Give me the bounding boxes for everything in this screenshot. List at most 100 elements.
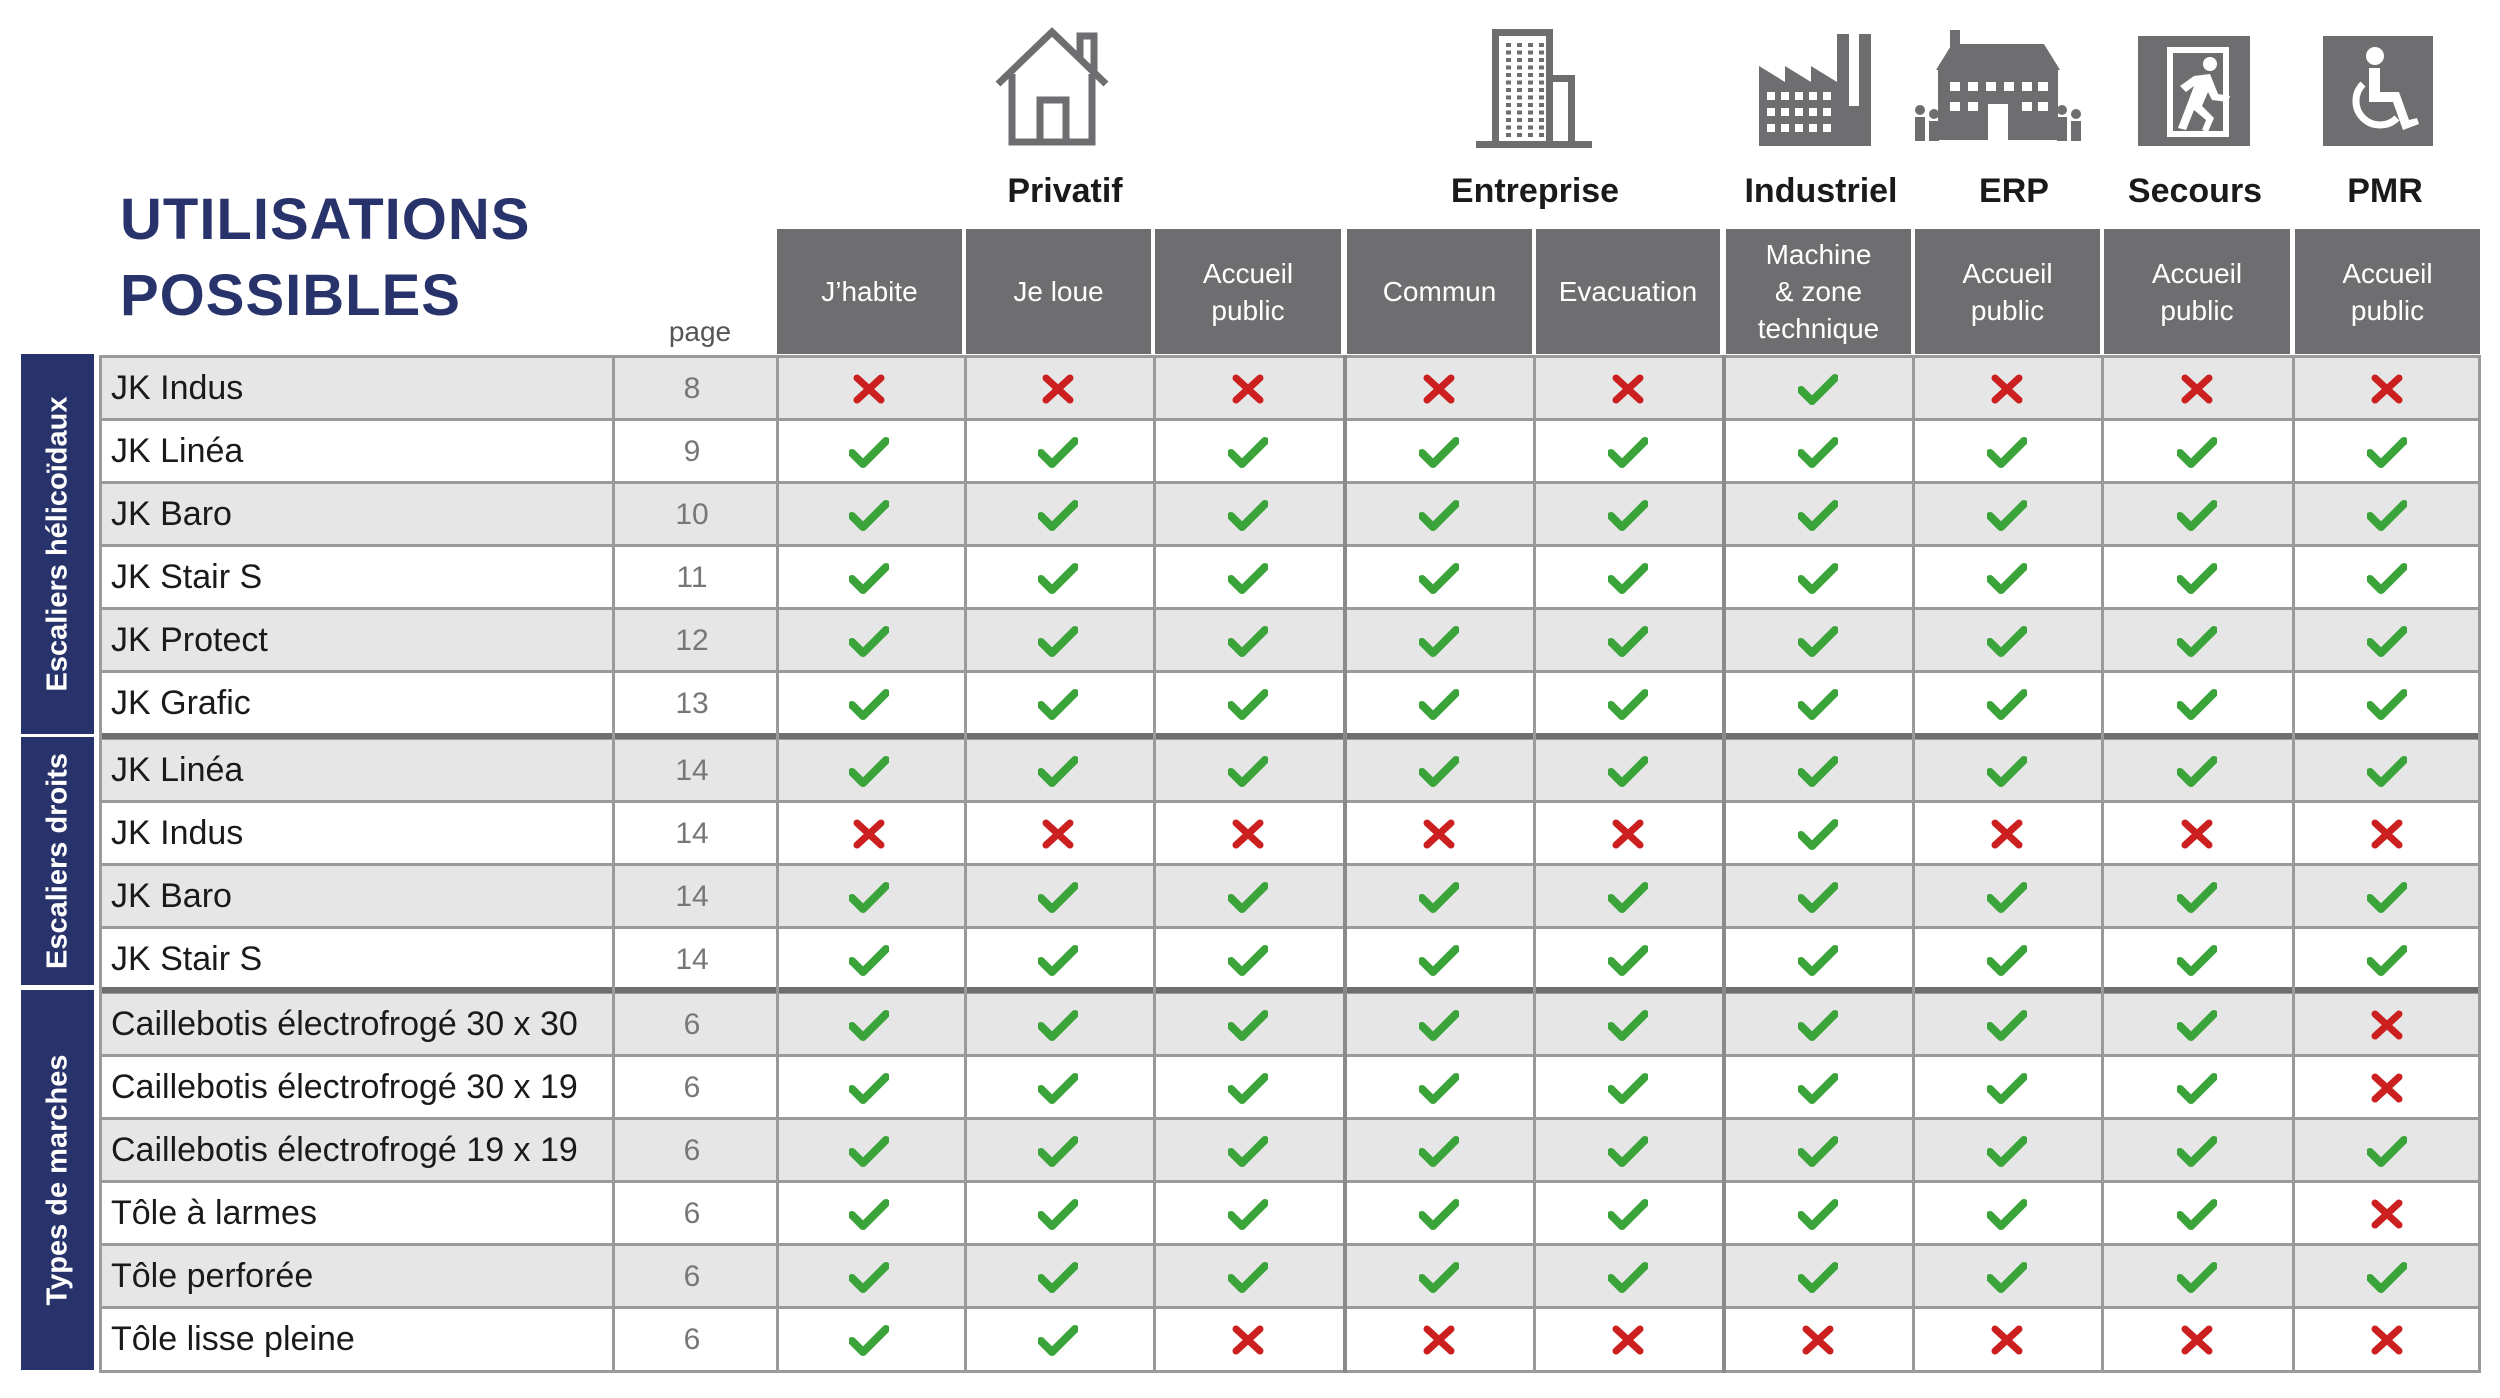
table-row: JK Indus 14: [99, 803, 2480, 864]
column-divider: [2292, 355, 2295, 1373]
check-icon: [1788, 866, 1848, 927]
cross-icon: [1409, 358, 1469, 419]
product-name: JK Indus: [111, 814, 244, 852]
cross-icon: [1028, 803, 1088, 864]
check-icon: [1218, 673, 1278, 734]
check-icon: [1028, 610, 1088, 671]
factory-icon: [1759, 34, 1871, 146]
column-divider: [612, 355, 615, 1373]
check-icon: [1409, 740, 1469, 801]
page-number: 6: [683, 1260, 701, 1293]
check-icon: [1788, 803, 1848, 864]
cross-icon: [2167, 358, 2227, 419]
check-icon: [1788, 1057, 1848, 1118]
check-icon: [1598, 547, 1658, 608]
check-icon: [1977, 929, 2037, 990]
product-name: Caillebotis électrofrogé 19 x 19: [111, 1131, 578, 1169]
row-divider: [99, 1306, 2480, 1309]
cross-icon: [2357, 803, 2417, 864]
check-icon: [1977, 994, 2037, 1055]
col-header-evacuation: Evacuation: [1536, 229, 1720, 354]
check-icon: [1218, 994, 1278, 1055]
check-icon: [1788, 484, 1848, 545]
check-icon: [1409, 994, 1469, 1055]
check-icon: [1788, 673, 1848, 734]
column-divider: [1912, 355, 1915, 1373]
column-divider: [1533, 355, 1536, 1373]
check-icon: [1977, 1120, 2037, 1181]
col-header-je-loue: Je loue: [966, 229, 1151, 354]
column-divider: [776, 355, 779, 1373]
check-icon: [2167, 1246, 2227, 1307]
check-icon: [1788, 740, 1848, 801]
table-row: JK Baro 10: [99, 484, 2480, 545]
check-icon: [1788, 610, 1848, 671]
product-name: JK Stair S: [111, 940, 263, 978]
check-icon: [2167, 994, 2227, 1055]
table-row: JK Linéa 9: [99, 421, 2480, 482]
group-privatif-label: Privatif: [1007, 172, 1123, 210]
check-icon: [1028, 1183, 1088, 1244]
check-icon: [1409, 866, 1469, 927]
check-icon: [839, 1246, 899, 1307]
check-icon: [1977, 421, 2037, 482]
row-divider: [99, 1180, 2480, 1183]
table-row: JK Stair S 14: [99, 929, 2480, 990]
check-icon: [1028, 740, 1088, 801]
check-icon: [839, 1309, 899, 1370]
check-icon: [1218, 866, 1278, 927]
check-icon: [1409, 929, 1469, 990]
check-icon: [839, 1120, 899, 1181]
cross-icon: [2357, 1309, 2417, 1370]
check-icon: [1977, 673, 2037, 734]
cross-icon: [2357, 994, 2417, 1055]
column-divider: [964, 355, 967, 1373]
product-name: Caillebotis électrofrogé 30 x 30: [111, 1005, 578, 1043]
check-icon: [2357, 610, 2417, 671]
check-icon: [2167, 1183, 2227, 1244]
check-icon: [2357, 484, 2417, 545]
product-name: JK Linéa: [111, 432, 244, 470]
check-icon: [1028, 866, 1088, 927]
cross-icon: [1598, 358, 1658, 419]
page-number: 6: [683, 1323, 701, 1356]
check-icon: [1788, 1183, 1848, 1244]
check-icon: [1218, 1120, 1278, 1181]
house-icon: [995, 27, 1109, 146]
check-icon: [839, 484, 899, 545]
row-divider: [99, 863, 2480, 866]
product-name: Tôle à larmes: [111, 1194, 317, 1232]
check-icon: [2357, 547, 2417, 608]
title-line-1: UTILISATIONS: [120, 187, 531, 252]
cross-icon: [839, 358, 899, 419]
table-row: Tôle lisse pleine 6: [99, 1309, 2480, 1370]
row-divider: [99, 1054, 2480, 1057]
cross-icon: [1409, 803, 1469, 864]
check-icon: [2167, 929, 2227, 990]
cross-icon: [1218, 358, 1278, 419]
check-icon: [2167, 740, 2227, 801]
table-row: JK Stair S 11: [99, 547, 2480, 608]
row-divider: [99, 607, 2480, 610]
section-divider: [99, 987, 2480, 993]
check-icon: [2167, 421, 2227, 482]
check-icon: [2167, 484, 2227, 545]
cross-icon: [2357, 1183, 2417, 1244]
column-divider: [99, 355, 102, 1373]
check-icon: [2357, 421, 2417, 482]
row-divider: [99, 1370, 2480, 1373]
page-title: UTILISATIONS POSSIBLES: [120, 182, 530, 334]
check-icon: [1598, 421, 1658, 482]
check-icon: [1977, 1057, 2037, 1118]
check-icon: [1598, 484, 1658, 545]
page-number: 14: [675, 817, 709, 850]
check-icon: [2357, 929, 2417, 990]
check-icon: [1218, 421, 1278, 482]
product-name: JK Baro: [111, 877, 232, 915]
check-icon: [2167, 673, 2227, 734]
check-icon: [1788, 1120, 1848, 1181]
cross-icon: [1977, 358, 2037, 419]
check-icon: [1788, 547, 1848, 608]
check-icon: [2357, 740, 2417, 801]
check-icon: [1977, 1246, 2037, 1307]
